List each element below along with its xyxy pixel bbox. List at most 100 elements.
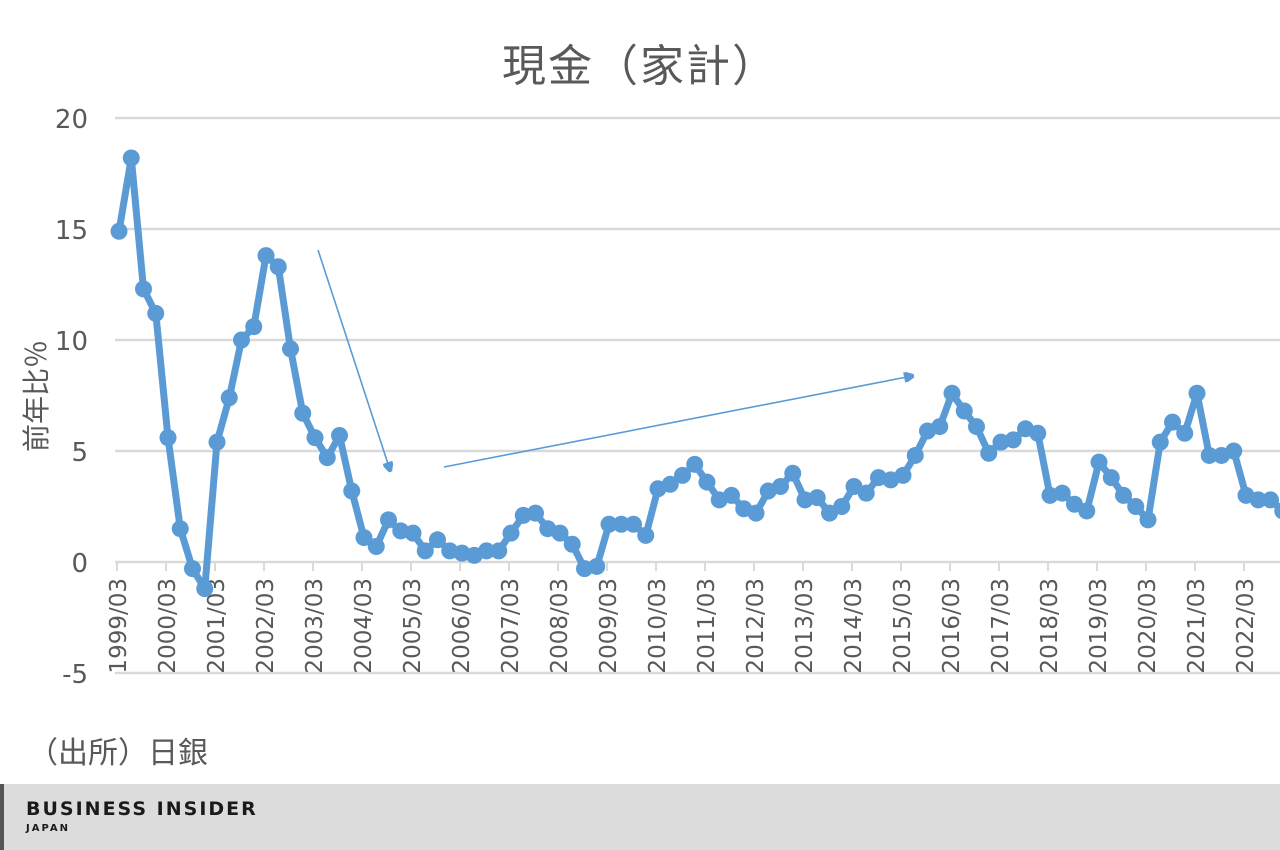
data-point [184, 560, 201, 578]
data-point [1053, 484, 1071, 502]
data-point [122, 149, 140, 167]
data-point [698, 473, 716, 491]
data-point [196, 580, 214, 598]
data-point [674, 466, 691, 484]
x-tick-label: 2013/03 [792, 578, 818, 674]
data-point [625, 515, 642, 533]
x-tick-label: 2008/03 [547, 578, 573, 674]
data-point [723, 486, 740, 504]
data-point [857, 484, 875, 502]
x-tick-label: 2020/03 [1135, 578, 1161, 674]
data-point [661, 475, 679, 493]
data-point [171, 520, 189, 538]
data-point [612, 515, 630, 533]
data-point [502, 524, 520, 542]
y-tick-label: 5 [71, 438, 88, 468]
data-point [208, 433, 226, 451]
data-point [772, 478, 789, 496]
data-series [110, 149, 1280, 598]
x-tick-label: 2002/03 [253, 578, 279, 674]
data-point [318, 449, 336, 467]
data-point [600, 515, 618, 533]
data-point [686, 455, 704, 473]
data-point [404, 524, 422, 542]
footer-bar: BUSINESS INSIDER JAPAN [0, 784, 1280, 850]
data-point [1164, 413, 1181, 431]
data-point [980, 444, 998, 462]
x-tick-label: 2004/03 [351, 578, 377, 674]
data-point [588, 557, 606, 575]
data-point [282, 340, 299, 358]
x-tick-label: 2003/03 [302, 578, 328, 674]
chart-area: 現金（家計） -5 0 5 10 15 20 1999/03 2000/03 2001/03 2… [20, 41, 1280, 771]
x-tick-label: 2016/03 [939, 578, 965, 674]
data-point [1090, 453, 1108, 471]
data-point [233, 331, 250, 349]
x-tick-label: 1999/03 [106, 578, 132, 674]
x-tick-label: 2015/03 [890, 578, 916, 674]
data-point [968, 418, 985, 436]
x-axis-ticks: 1999/03 2000/03 2001/03 2002/03 2003/03 2004/… [106, 562, 1259, 674]
data-point [563, 535, 581, 553]
x-tick-label: 2021/03 [1184, 578, 1210, 674]
data-point [159, 429, 177, 447]
x-tick-label: 2022/03 [1233, 578, 1259, 674]
data-point [1102, 469, 1120, 487]
trend-arrow [443, 376, 912, 468]
data-point [894, 466, 912, 484]
x-tick-label: 2005/03 [400, 578, 426, 674]
data-point [1029, 424, 1047, 442]
y-axis-label: 前年比％ [20, 340, 53, 452]
data-point [1225, 442, 1243, 460]
source-label: （出所）日銀 [28, 736, 208, 771]
x-tick-label: 2010/03 [645, 578, 671, 674]
data-point [1249, 491, 1267, 509]
data-point [367, 537, 385, 555]
data-point [955, 402, 973, 420]
x-tick-label: 2018/03 [1037, 578, 1063, 674]
data-point [245, 318, 263, 336]
brand-sub: JAPAN [26, 823, 70, 834]
trend-arrows [317, 249, 912, 470]
data-point [943, 384, 961, 402]
data-point [1139, 511, 1157, 529]
data-point [1127, 498, 1145, 515]
y-tick-label: 15 [55, 216, 88, 246]
data-point [269, 258, 287, 276]
x-tick-label: 2011/03 [694, 578, 720, 674]
series-line [115, 154, 1280, 593]
data-point [1078, 502, 1096, 520]
x-tick-label: 2012/03 [743, 578, 769, 674]
y-tick-label: 0 [71, 549, 88, 579]
data-point [355, 529, 373, 547]
x-tick-label: 2019/03 [1086, 578, 1112, 674]
y-tick-label: -5 [62, 660, 88, 690]
data-point [1004, 431, 1022, 449]
data-point [331, 426, 348, 444]
data-point [135, 280, 152, 298]
data-point [343, 482, 361, 500]
data-point [110, 222, 128, 240]
y-tick-label: 10 [55, 327, 88, 357]
y-tick-label: 20 [55, 105, 88, 135]
x-tick-label: 2017/03 [988, 578, 1014, 674]
data-point [833, 498, 851, 515]
data-point [931, 418, 949, 436]
brand-logo: BUSINESS INSIDER [26, 798, 258, 820]
trend-arrow [317, 249, 390, 470]
data-point [808, 489, 826, 507]
data-point [147, 304, 165, 322]
x-tick-label: 2014/03 [841, 578, 867, 674]
data-point [416, 542, 434, 560]
data-point [747, 504, 765, 522]
data-point [906, 446, 924, 464]
data-point [490, 542, 508, 560]
data-point [294, 404, 312, 422]
data-point [478, 542, 495, 560]
data-point [1188, 384, 1206, 402]
x-tick-label: 2006/03 [449, 578, 475, 674]
x-tick-label: 2000/03 [155, 578, 181, 674]
data-point [637, 526, 655, 544]
data-point [1274, 502, 1280, 519]
